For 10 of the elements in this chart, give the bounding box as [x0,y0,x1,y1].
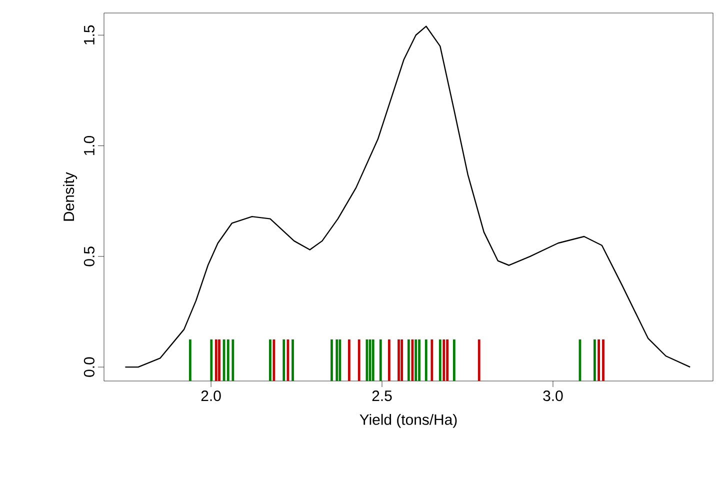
y-tick-label: 0.5 [84,246,94,266]
x-axis-title: Yield (tons/Ha) [360,414,457,428]
y-tick-label: 0.0 [84,357,94,377]
line-series [124,26,691,368]
x-tick-label: 2.0 [201,390,221,402]
y-tick-label: 1.0 [84,136,94,156]
x-tick-label: 3.0 [543,390,563,402]
y-tick-label: 1.5 [84,25,94,44]
x-tick-label: 2.5 [372,390,392,402]
y-axis-title: Density [63,172,78,221]
